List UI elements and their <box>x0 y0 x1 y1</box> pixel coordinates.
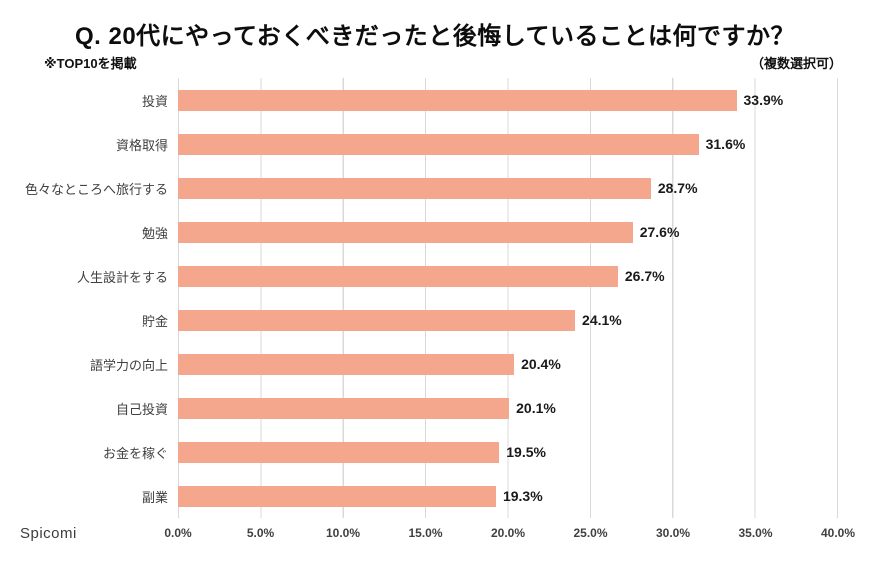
bar-row: 24.1% <box>178 298 837 342</box>
value-label: 28.7% <box>657 180 698 196</box>
category-label: 投資 <box>141 93 168 109</box>
axis-tick-label: 10.0% <box>325 526 361 540</box>
axis-tick-label: 0.0% <box>164 526 192 540</box>
axis-tick-label: 30.0% <box>655 526 691 540</box>
value-label: 20.4% <box>521 356 561 372</box>
axis-tick-label: 40.0% <box>820 526 856 540</box>
x-axis-ticks: 0.0% 5.0% 10.0% 15.0% 20.0% 25.0% 30.0% 35.0% 40… <box>164 524 855 544</box>
bar-row: 19.3% <box>178 474 837 518</box>
category-label: 副業 <box>141 489 168 505</box>
axis-tick-label: 15.0% <box>408 526 443 540</box>
axis-tick-label: 35.0% <box>738 526 773 540</box>
bar-row: 19.5% <box>178 430 837 474</box>
bar <box>178 309 576 331</box>
bar <box>178 441 500 463</box>
bar <box>178 485 496 507</box>
category-label: 色々なところへ旅行する <box>24 181 168 197</box>
chart-plot-area: 投資資格取得色々なところへ旅行する勉強人生設計をする貯金語学力の向上自己投資お金… <box>8 78 838 518</box>
bar <box>178 221 633 243</box>
category-label: 自己投資 <box>115 401 168 417</box>
bar <box>178 133 699 155</box>
value-label: 24.1% <box>582 312 622 328</box>
bar-row: 20.4% <box>178 342 837 386</box>
value-label: 19.3% <box>502 488 543 504</box>
value-label: 31.6% <box>705 136 746 152</box>
bar-chart: 投資資格取得色々なところへ旅行する勉強人生設計をする貯金語学力の向上自己投資お金… <box>0 78 870 544</box>
top10-note: ※TOP10を掲載 <box>44 56 137 71</box>
bar-row: 31.6% <box>178 122 837 166</box>
bar-row: 20.1% <box>178 386 837 430</box>
subtitle-row: ※TOP10を掲載 （複数選択可） <box>0 51 870 78</box>
value-label: 27.6% <box>639 224 680 240</box>
value-label: 26.7% <box>624 268 665 284</box>
bars-area: 33.9% 31.6% 28.7% 27.6% 26.7% 24.1% 20.4% 20.1%… <box>178 78 838 518</box>
category-label: 語学力の向上 <box>89 357 168 373</box>
x-axis: Spicomi 0.0% 5.0% 10.0% 15.0% 20.0% 25.0% 30.0… <box>8 524 855 544</box>
bar <box>178 265 618 287</box>
axis-tick-label: 5.0% <box>246 526 275 540</box>
category-axis: 投資資格取得色々なところへ旅行する勉強人生設計をする貯金語学力の向上自己投資お金… <box>8 78 178 518</box>
value-label: 19.5% <box>506 444 546 460</box>
axis-tick-label: 20.0% <box>490 526 526 540</box>
bar-row: 27.6% <box>178 210 837 254</box>
bar-row: 28.7% <box>178 166 837 210</box>
category-label: 人生設計をする <box>76 269 168 285</box>
bar <box>178 397 510 419</box>
bar <box>178 353 515 375</box>
value-label: 20.1% <box>516 400 556 416</box>
axis-left-spacer: Spicomi <box>8 525 178 543</box>
page-title: Q. 20代にやっておくべきだったと後悔していることは何ですか？ <box>74 23 796 50</box>
multiple-choice-note: （複数選択可） <box>750 56 842 71</box>
category-label: 勉強 <box>141 225 168 241</box>
category-label: お金を稼ぐ <box>102 445 168 461</box>
bar <box>178 177 651 199</box>
bar <box>178 89 737 111</box>
category-label: 資格取得 <box>115 137 168 153</box>
bar-row: 26.7% <box>178 254 837 298</box>
axis-tick-label: 25.0% <box>573 526 608 540</box>
brand-logo: Spicomi <box>20 525 77 542</box>
category-label: 貯金 <box>141 313 168 329</box>
value-label: 33.9% <box>743 92 784 108</box>
bar-row: 33.9% <box>178 78 837 122</box>
